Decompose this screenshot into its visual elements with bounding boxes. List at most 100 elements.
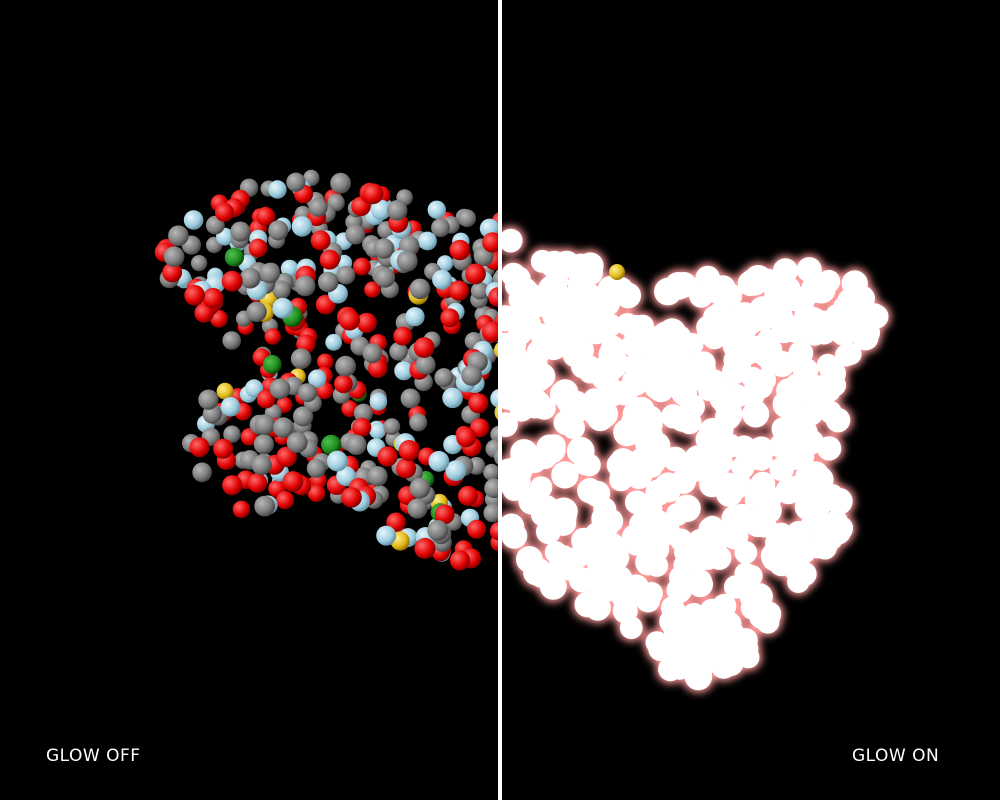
atom-glow [516, 546, 543, 573]
atom [213, 438, 234, 459]
atom-glow [574, 591, 600, 618]
atom [470, 281, 489, 300]
atom [456, 427, 477, 448]
atom [325, 333, 343, 351]
atom [465, 263, 486, 285]
atom-glow [833, 296, 856, 319]
atom [370, 199, 392, 220]
atom [427, 520, 449, 541]
atom [184, 284, 205, 306]
atom [210, 309, 228, 328]
atom-glow [786, 475, 811, 500]
atom [369, 392, 388, 411]
atom [490, 388, 498, 408]
atom [448, 280, 469, 301]
atom [407, 498, 428, 519]
atom [246, 301, 267, 322]
atom [307, 484, 326, 503]
atom [346, 434, 367, 455]
split-divider[interactable] [498, 0, 502, 800]
atom [400, 388, 421, 409]
atom [268, 220, 289, 241]
atom [458, 209, 476, 228]
atom [336, 466, 356, 487]
atom [488, 287, 498, 307]
atom-glow [540, 250, 569, 279]
atom-glow [569, 337, 595, 363]
atom-glow [759, 347, 787, 375]
atom [317, 271, 339, 293]
atom-glow [511, 277, 538, 304]
atom [431, 218, 450, 238]
atom [458, 485, 478, 506]
atom-glow [695, 427, 719, 451]
glow-off-label: GLOW OFF [46, 746, 141, 766]
atom-glow [684, 445, 711, 473]
atom [440, 308, 460, 328]
atom [286, 432, 308, 453]
atom-glow [696, 315, 720, 340]
atom [341, 487, 362, 508]
atom [269, 378, 291, 400]
atom-glow [816, 436, 842, 461]
atom-glow [701, 623, 724, 646]
atom-glow [502, 331, 527, 358]
atom [483, 503, 498, 523]
atom [356, 312, 377, 333]
atom [248, 238, 268, 258]
atom [432, 269, 452, 290]
atom [264, 328, 281, 345]
atom [414, 537, 436, 559]
atom-glow [552, 379, 579, 406]
atom [490, 425, 498, 444]
atom [377, 446, 398, 467]
atom [308, 197, 328, 217]
atom [352, 257, 371, 276]
atom-glow [716, 400, 743, 427]
atom [310, 230, 331, 251]
atom [216, 382, 234, 400]
atom-glow [635, 431, 660, 456]
atom-glow [612, 598, 638, 624]
atom-glow [755, 268, 781, 293]
atom [409, 278, 431, 300]
atom [230, 221, 251, 242]
atom-glow [502, 376, 517, 404]
atom [376, 525, 397, 546]
atom-glow [549, 293, 576, 320]
atom [319, 249, 340, 270]
atom-glow [605, 565, 633, 593]
atom [183, 210, 204, 230]
atom-glow [772, 390, 801, 419]
atom-glow [825, 487, 853, 515]
atom [253, 434, 274, 455]
atom [280, 259, 299, 278]
atom [336, 265, 356, 285]
atom-glow [731, 455, 755, 479]
atom [368, 358, 388, 378]
atom-glow [805, 379, 832, 406]
atom [291, 216, 313, 237]
glow-on-label: GLOW ON [852, 746, 940, 766]
atom-glow [668, 342, 694, 368]
atom [467, 519, 487, 539]
atom-glow [734, 636, 759, 661]
atom-glow [715, 480, 743, 507]
atom-glow [692, 536, 721, 565]
atom-glow [742, 400, 770, 428]
atom [353, 403, 373, 423]
atom [396, 458, 417, 479]
atom-glow [644, 375, 668, 399]
atom-glow [532, 396, 556, 420]
atom [232, 500, 251, 518]
atom [409, 477, 431, 499]
atom [198, 389, 219, 410]
atom [223, 425, 241, 443]
atom-glow [528, 369, 551, 392]
atom-glow [810, 512, 834, 536]
atom-glow [689, 658, 713, 682]
atom [224, 247, 244, 267]
atom-glow [621, 524, 647, 550]
atom-glow [801, 275, 829, 304]
